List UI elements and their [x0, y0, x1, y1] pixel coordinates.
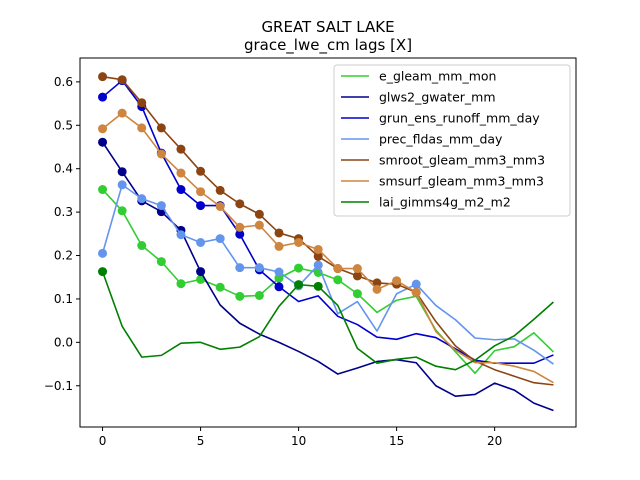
x-tick-label: 10 — [291, 434, 306, 448]
series-point-smroot_gleam_mm3_mm3-0 — [98, 72, 108, 82]
legend-label-prec_fldas_mm_day: prec_fldas_mm_day — [379, 132, 503, 147]
series-point-prec_fldas_mm_day-11 — [313, 260, 323, 270]
series-point-prec_fldas_mm_day-1 — [117, 180, 127, 190]
y-tick-label: −0.1 — [44, 379, 73, 393]
series-point-smsurf_gleam_mm3_mm3-2 — [137, 123, 147, 133]
series-point-grun_ens_runoff_mm_day-0 — [98, 92, 108, 102]
legend-label-grun_ens_runoff_mm_day: grun_ens_runoff_mm_day — [379, 111, 540, 126]
legend-label-lai_gimms4g_m2_m2: lai_gimms4g_m2_m2 — [379, 195, 511, 210]
y-tick-label: 0.2 — [54, 249, 73, 263]
series-point-glws2_gwater_mm-1 — [117, 167, 127, 177]
legend: e_gleam_mm_mon glws2_gwater_mm grun_ens_ru… — [333, 64, 571, 217]
chart-subtitle: grace_lwe_cm lags [X] — [244, 36, 412, 55]
series-point-smroot_gleam_mm3_mm3-14 — [372, 278, 382, 288]
series-point-e_gleam_mm_mon-13 — [352, 289, 362, 299]
series-point-smsurf_gleam_mm3_mm3-13 — [352, 264, 362, 274]
series-point-prec_fldas_mm_day-5 — [196, 238, 206, 247]
series-point-smroot_gleam_mm3_mm3-11 — [313, 251, 323, 261]
series-point-smsurf_gleam_mm3_mm3-12 — [333, 264, 343, 274]
series-line-lai_gimms4g_m2_m2 — [101, 271, 554, 371]
x-tick-label: 0 — [99, 434, 107, 448]
x-tick-label: 20 — [487, 434, 502, 448]
series-point-smsurf_gleam_mm3_mm3-11 — [313, 244, 323, 254]
series-line-grun_ens_runoff_mm_day — [102, 79, 554, 364]
series-point-e_gleam_mm_mon-7 — [235, 291, 245, 301]
series-point-smroot_gleam_mm3_mm3-4 — [176, 144, 186, 154]
y-tick-label: 0.3 — [54, 205, 73, 219]
series-point-lai_gimms4g_m2_m2-11 — [313, 281, 323, 291]
series-point-glws2_gwater_mm-0 — [98, 137, 108, 147]
series-point-e_gleam_mm_mon-8 — [254, 290, 264, 300]
series-point-prec_fldas_mm_day-2 — [137, 194, 147, 204]
series-point-e_gleam_mm_mon-12 — [333, 275, 343, 285]
series-layer — [98, 72, 555, 412]
series-point-e_gleam_mm_mon-10 — [294, 263, 304, 273]
plot-frame — [79, 57, 577, 428]
series-point-smroot_gleam_mm3_mm3-5 — [196, 166, 206, 176]
series-point-prec_fldas_mm_day-0 — [98, 248, 108, 258]
y-tick-label: 0.6 — [54, 75, 73, 89]
series-point-smsurf_gleam_mm3_mm3-10 — [294, 238, 304, 247]
series-point-e_gleam_mm_mon-5 — [196, 274, 206, 284]
series-point-grun_ens_runoff_mm_day-9 — [274, 282, 284, 292]
series-point-smroot_gleam_mm3_mm3-13 — [352, 271, 362, 281]
series-point-smroot_gleam_mm3_mm3-2 — [137, 98, 147, 108]
series-point-prec_fldas_mm_day-3 — [156, 201, 166, 211]
legend-label-smsurf_gleam_mm3_mm3: smsurf_gleam_mm3_mm3 — [379, 174, 544, 189]
series-line-e_gleam_mm_mon — [101, 188, 555, 374]
series-point-smsurf_gleam_mm3_mm3-4 — [176, 168, 186, 178]
legend-label-e_gleam_mm_mon: e_gleam_mm_mon — [379, 69, 496, 84]
series-point-prec_fldas_mm_day-8 — [254, 263, 264, 273]
series-point-glws2_gwater_mm-5 — [196, 267, 206, 277]
series-point-grun_ens_runoff_mm_day-4 — [176, 185, 186, 195]
series-point-e_gleam_mm_mon-0 — [98, 185, 108, 195]
series-point-prec_fldas_mm_day-7 — [235, 263, 245, 273]
series-line-glws2_gwater_mm — [101, 141, 554, 412]
series-point-smsurf_gleam_mm3_mm3-6 — [215, 201, 225, 211]
series-point-lai_gimms4g_m2_m2-10 — [294, 280, 304, 290]
legend-box — [333, 64, 571, 217]
series-point-smsurf_gleam_mm3_mm3-5 — [196, 187, 206, 197]
series-point-grun_ens_runoff_mm_day-7 — [235, 229, 245, 239]
series-point-e_gleam_mm_mon-2 — [137, 241, 147, 251]
series-point-smsurf_gleam_mm3_mm3-8 — [254, 220, 264, 230]
y-tick-label: 0.0 — [54, 335, 73, 349]
legend-label-glws2_gwater_mm: glws2_gwater_mm — [379, 90, 496, 105]
x-tick-label: 5 — [197, 434, 205, 448]
series-point-smroot_gleam_mm3_mm3-3 — [156, 123, 166, 133]
series-point-smsurf_gleam_mm3_mm3-9 — [274, 241, 284, 251]
series-point-prec_fldas_mm_day-9 — [274, 267, 284, 277]
series-line-smsurf_gleam_mm3_mm3 — [102, 112, 554, 384]
series-point-smsurf_gleam_mm3_mm3-3 — [156, 149, 166, 159]
series-point-e_gleam_mm_mon-6 — [215, 282, 225, 292]
series-point-smsurf_gleam_mm3_mm3-15 — [392, 276, 402, 286]
series-point-smsurf_gleam_mm3_mm3-7 — [235, 222, 245, 232]
legend-label-smroot_gleam_mm3_mm3: smroot_gleam_mm3_mm3 — [379, 153, 545, 168]
series-point-smroot_gleam_mm3_mm3-6 — [215, 185, 225, 195]
series-line-prec_fldas_mm_day — [101, 183, 554, 365]
series-point-lai_gimms4g_m2_m2-0 — [98, 267, 108, 277]
x-tick-label: 15 — [389, 434, 404, 448]
chart-title: GREAT SALT LAKE — [261, 18, 394, 36]
series-point-smsurf_gleam_mm3_mm3-1 — [117, 108, 127, 118]
series-point-grun_ens_runoff_mm_day-5 — [196, 201, 206, 211]
series-point-e_gleam_mm_mon-3 — [156, 257, 166, 267]
y-tick-label: 0.5 — [54, 118, 73, 132]
series-point-smroot_gleam_mm3_mm3-9 — [274, 228, 284, 238]
series-point-prec_fldas_mm_day-16 — [411, 279, 421, 289]
series-point-smroot_gleam_mm3_mm3-7 — [235, 199, 245, 209]
series-point-smroot_gleam_mm3_mm3-8 — [254, 209, 264, 219]
series-point-smsurf_gleam_mm3_mm3-16 — [411, 287, 421, 297]
series-point-e_gleam_mm_mon-1 — [117, 206, 127, 216]
series-point-e_gleam_mm_mon-4 — [176, 279, 186, 289]
series-point-smsurf_gleam_mm3_mm3-14 — [372, 284, 382, 294]
y-tick-label: 0.4 — [54, 162, 73, 176]
series-point-smsurf_gleam_mm3_mm3-0 — [98, 124, 108, 134]
series-point-smroot_gleam_mm3_mm3-1 — [117, 75, 127, 85]
series-point-prec_fldas_mm_day-6 — [215, 234, 225, 244]
y-tick-label: 0.1 — [54, 292, 73, 306]
series-point-prec_fldas_mm_day-4 — [176, 230, 186, 240]
axes-layer: 0 5 10 15 20 −0.1 0.0 0.1 0.2 0.3 0.4 0.5 0.6 — [44, 75, 502, 448]
